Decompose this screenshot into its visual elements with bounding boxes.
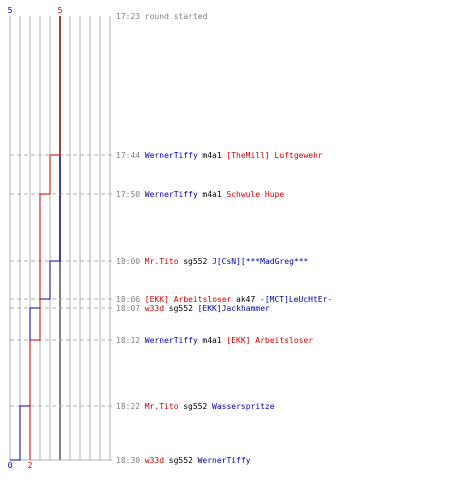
event-target: Schwule Hupe [226,190,284,199]
axis-bottom-label: 0 [8,461,13,470]
event-actor: WernerTiffy [145,190,198,199]
event-target: [TheMill] Luftgewehr [226,151,323,160]
event-weapon: sg552 [183,402,207,411]
event-weapon: sg552 [183,257,207,266]
event-time: 18:00 [116,257,140,266]
event-actor: WernerTiffy [145,151,198,160]
event-target: J[CsN][***MadGreg*** [212,257,309,266]
event-actor: round started [145,12,208,21]
event-target: -[MCT]LeUcHtEr- [260,295,332,304]
event-weapon: m4a1 [202,336,221,345]
event-actor: Mr.Tito [145,402,179,411]
event-time: 17:44 [116,151,140,160]
event-target: Wasserspritze [212,402,275,411]
event-time: 17:23 [116,12,140,21]
event-time: 18:12 [116,336,140,345]
event-actor: w33d [145,304,164,313]
event-actor: Mr.Tito [145,257,179,266]
event-actor: WernerTiffy [145,336,198,345]
event-time: 17:50 [116,190,140,199]
axis-top-label: 5 [58,6,63,15]
event-target: WernerTiffy [198,456,251,465]
axis-bottom-label: 2 [28,461,33,470]
score-series-1-line [10,16,61,461]
event-weapon: ak47 [236,295,255,304]
event-weapon: sg552 [169,304,193,313]
event-time: 18:22 [116,402,140,411]
event-actor: w33d [145,456,164,465]
event-weapon: m4a1 [202,190,221,199]
axis-top-label: 5 [8,6,13,15]
event-time: 18:06 [116,295,140,304]
score-series-2-line [29,16,61,460]
event-target: [EKK] Arbeitsloser [226,336,313,345]
event-time: 18:07 [116,304,140,313]
event-time: 18:30 [116,456,140,465]
event-weapon: m4a1 [202,151,221,160]
event-weapon: sg552 [169,456,193,465]
event-actor: [EKK] Arbeitsloser [145,295,232,304]
event-target: [EKK]Jackhammer [198,304,270,313]
